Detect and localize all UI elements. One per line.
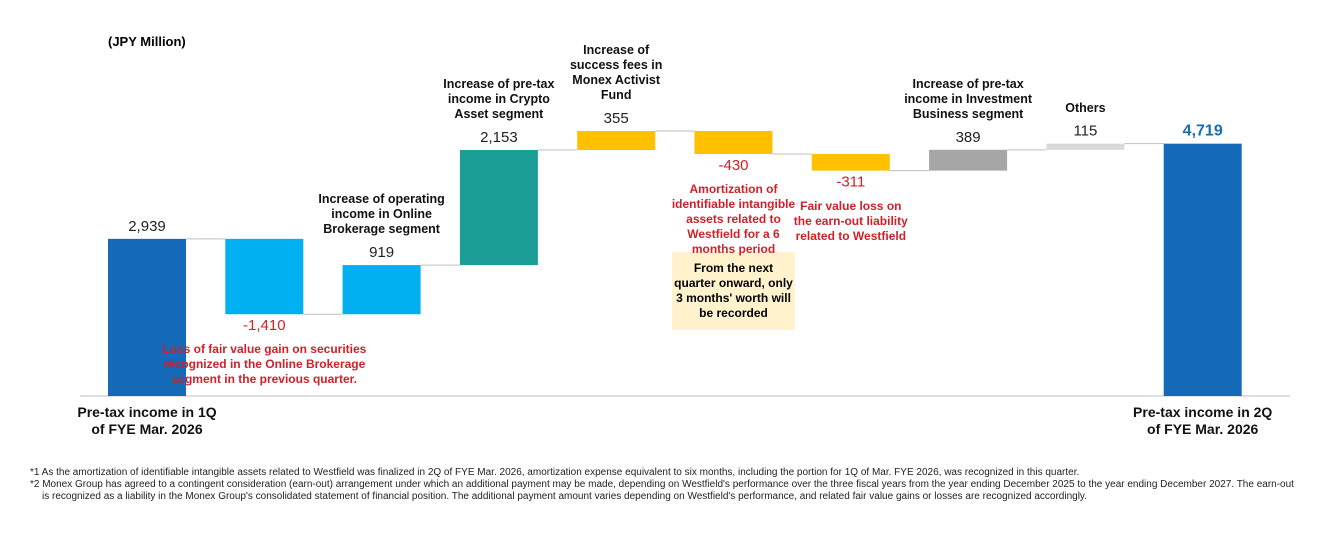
- category-label: Pre-tax income in 1Q of FYE Mar. 2026: [77, 404, 217, 437]
- bar: [459, 149, 538, 266]
- value-label: -430: [718, 157, 748, 174]
- note-box: From the next quarter onward, only 3 mon…: [672, 252, 795, 330]
- value-label: 2,939: [128, 218, 166, 235]
- footnote: *1 As the amortization of identifiable i…: [30, 467, 1080, 478]
- bar: [577, 131, 656, 150]
- category-label: Increase of pre-tax income in Crypto Ass…: [443, 76, 555, 121]
- footnote: *2 Monex Group has agreed to a contingen…: [30, 479, 1294, 502]
- value-label: -311: [836, 174, 865, 191]
- bar: [1163, 143, 1242, 396]
- category-label: Pre-tax income in 2Q of FYE Mar. 2026: [1133, 404, 1273, 437]
- bar: [811, 153, 890, 171]
- category-label: Increase of success fees in Monex Activi…: [569, 43, 663, 102]
- value-label: -1,410: [243, 317, 286, 334]
- value-label: 919: [369, 244, 394, 261]
- value-label: 355: [604, 110, 629, 127]
- category-label: Loss of fair value gain on securities re…: [162, 342, 367, 387]
- category-label: Increase of operating income in Online B…: [318, 192, 445, 237]
- category-label: Fair value loss on the earn-out liabilit…: [793, 198, 908, 243]
- value-label: 389: [956, 129, 981, 146]
- category-label: Amortization of identifiable intangible …: [671, 181, 796, 256]
- bar: [694, 131, 773, 154]
- bar: [108, 238, 186, 396]
- footnotes: *1 As the amortization of identifiable i…: [30, 467, 1300, 503]
- value-label: 115: [1073, 123, 1097, 140]
- unit-label: (JPY Million): [108, 34, 186, 49]
- category-label: Others: [1065, 100, 1106, 115]
- category-label: Increase of pre-tax income in Investment…: [904, 76, 1032, 121]
- bar: [929, 149, 1008, 171]
- bar: [342, 265, 421, 315]
- value-label: 2,153: [480, 129, 518, 146]
- value-label: 4,719: [1183, 123, 1223, 140]
- bar: [225, 238, 304, 315]
- note-text: From the next quarter onward, only 3 mon…: [674, 261, 793, 320]
- bar: [1046, 143, 1125, 150]
